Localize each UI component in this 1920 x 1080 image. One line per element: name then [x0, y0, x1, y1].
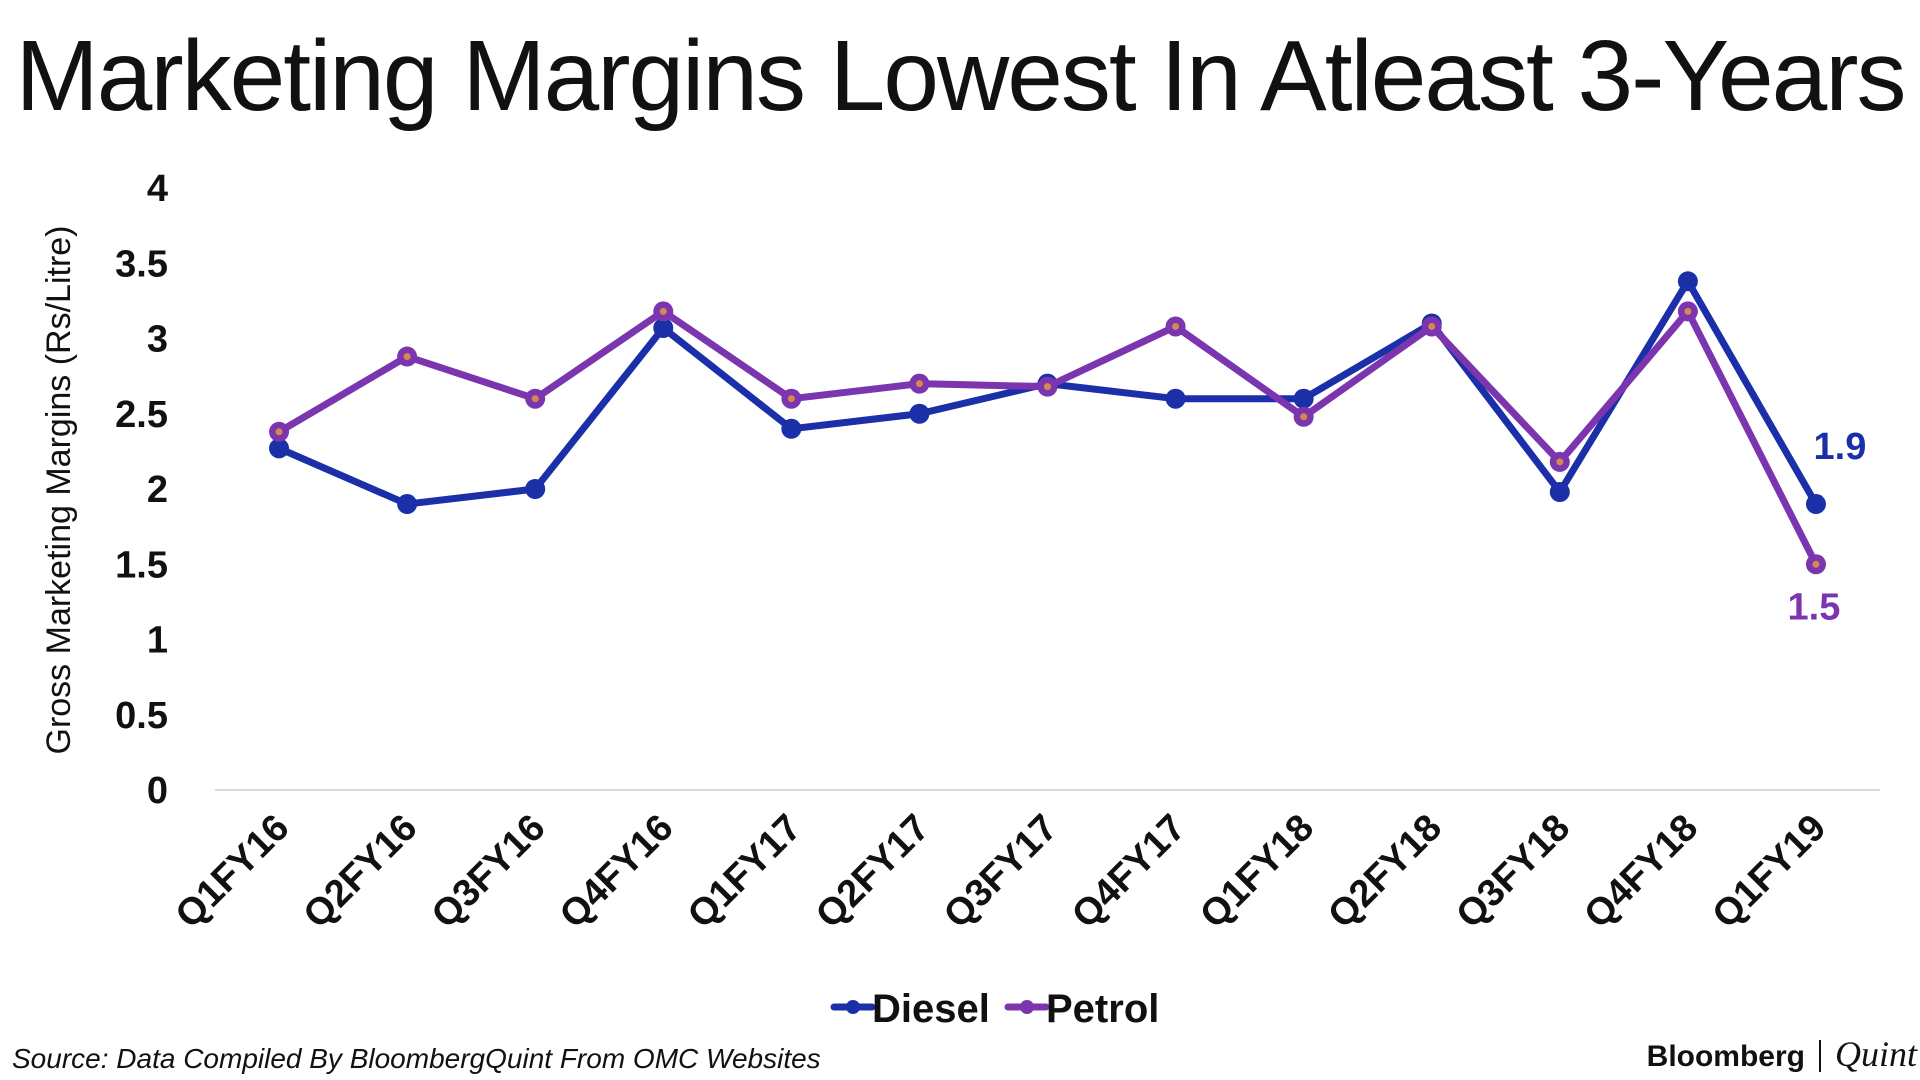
- data-point-diesel: [1549, 482, 1570, 503]
- data-point-diesel: [1293, 388, 1314, 409]
- data-point-center: [1044, 383, 1051, 391]
- x-tick-label: Q2FY18: [1320, 807, 1450, 937]
- data-point-center: [1812, 560, 1820, 568]
- legend-marker-petrol: [1020, 1000, 1034, 1014]
- x-tick-label: Q4FY18: [1576, 807, 1706, 937]
- data-point-center: [915, 380, 923, 388]
- y-tick-label: 4: [147, 168, 168, 210]
- series-layer: 1.9 1.5: [269, 271, 1866, 628]
- data-point-center: [1428, 322, 1436, 330]
- data-point-center: [531, 395, 539, 403]
- data-point-center: [1684, 307, 1692, 315]
- data-point-diesel: [653, 317, 674, 338]
- data-point-center: [659, 307, 667, 315]
- data-point-center: [1556, 458, 1564, 466]
- data-point-center: [275, 428, 283, 436]
- x-axis-ticks: Q1FY16Q2FY16Q3FY16Q4FY16Q1FY17Q2FY17Q3FY…: [168, 807, 1835, 937]
- y-tick-label: 3.5: [115, 243, 168, 285]
- x-tick-label: Q4FY17: [1064, 807, 1194, 937]
- y-tick-label: 0.5: [115, 695, 168, 737]
- data-point-diesel: [781, 418, 802, 439]
- data-point-center: [1300, 413, 1308, 421]
- data-point-diesel: [1677, 271, 1698, 292]
- legend-item-diesel: Diesel: [830, 987, 990, 1031]
- y-axis-label: Gross Marketing Margins (Rs/Litre): [40, 225, 78, 754]
- source-note: Source: Data Compiled By BloombergQuint …: [12, 1043, 821, 1074]
- legend-item-petrol: Petrol: [1004, 987, 1159, 1031]
- data-point-center: [787, 395, 795, 403]
- data-point-center: [403, 353, 411, 361]
- legend: Diesel Petrol: [830, 987, 1159, 1031]
- x-tick-label: Q2FY16: [296, 807, 426, 937]
- data-point-diesel: [909, 403, 930, 424]
- y-tick-label: 0: [147, 770, 168, 812]
- brand-quint: Quint: [1835, 1034, 1918, 1074]
- x-tick-label: Q3FY18: [1448, 807, 1578, 937]
- legend-marker-diesel: [846, 1000, 860, 1014]
- x-tick-label: Q1FY19: [1705, 807, 1835, 937]
- x-tick-label: Q3FY17: [936, 807, 1066, 937]
- y-tick-label: 1.5: [115, 544, 168, 586]
- series-petrol: 1.5: [269, 301, 1840, 628]
- x-tick-label: Q3FY16: [424, 807, 554, 937]
- y-tick-label: 2: [147, 469, 168, 511]
- data-point-center: [1172, 322, 1180, 330]
- y-axis-ticks: 0 0.5 1 1.5 2 2.5 3 3.5 4: [115, 168, 168, 812]
- data-point-diesel: [1165, 388, 1186, 409]
- end-label-petrol: 1.5: [1788, 586, 1841, 628]
- x-tick-label: Q2FY17: [808, 807, 938, 937]
- data-point-diesel: [525, 479, 546, 499]
- legend-label-diesel: Diesel: [872, 987, 990, 1031]
- end-label-diesel: 1.9: [1814, 426, 1867, 468]
- y-tick-label: 3: [147, 319, 168, 361]
- x-tick-label: Q4FY16: [552, 807, 682, 937]
- chart-title: Marketing Margins Lowest In Atleast 3-Ye…: [15, 20, 1904, 132]
- y-tick-label: 2.5: [115, 394, 168, 436]
- brand-bloomberg: Bloomberg: [1647, 1040, 1805, 1073]
- series-line-petrol: [275, 307, 1820, 568]
- x-tick-label: Q1FY17: [680, 807, 810, 937]
- data-point-diesel: [1805, 494, 1826, 515]
- data-point-diesel: [397, 494, 418, 515]
- x-tick-label: Q1FY18: [1192, 807, 1322, 937]
- legend-label-petrol: Petrol: [1046, 987, 1159, 1031]
- data-point-diesel: [269, 438, 290, 459]
- brand-logo: Bloomberg Quint: [1647, 1034, 1918, 1074]
- y-tick-label: 1: [147, 620, 168, 662]
- x-tick-label: Q1FY16: [168, 807, 298, 937]
